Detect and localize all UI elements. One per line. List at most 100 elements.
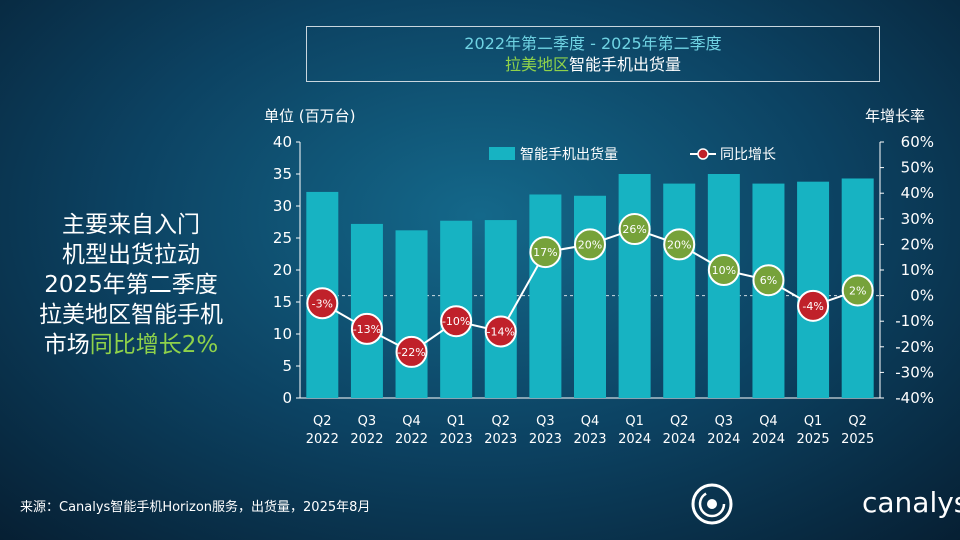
x-tick-label-year: 2022 <box>306 432 339 447</box>
legend-bar-swatch <box>489 147 515 160</box>
y-right-tick-label: -30% <box>895 363 934 381</box>
y-left-tick-label: 5 <box>282 357 292 375</box>
headline-text: 主要来自入门 机型出货拉动 2025年第二季度 拉美地区智能手机 市场同比增长2… <box>18 210 244 360</box>
yoy-data-label: 10% <box>712 264 736 277</box>
x-tick-label-year: 2024 <box>663 432 696 447</box>
y-left-tick-label: 15 <box>273 293 292 311</box>
yoy-data-label: 20% <box>578 238 602 251</box>
x-tick-label-quarter: Q1 <box>625 414 644 429</box>
canalys-logo-word: canalys <box>862 486 960 519</box>
y-left-tick-label: 20 <box>273 261 292 279</box>
canalys-logo: canalys <box>690 482 960 528</box>
headline-line1: 主要来自入门 <box>62 212 200 238</box>
yoy-point <box>350 312 383 345</box>
yoy-point <box>574 228 606 261</box>
yoy-point <box>618 213 651 246</box>
y-right-axis-title: 年增长率 <box>865 107 925 125</box>
canalys-logo-icon <box>691 483 733 525</box>
x-tick-label-quarter: Q4 <box>581 414 600 429</box>
yoy-point <box>529 236 562 269</box>
chart-title-line1: 2022年第二季度 - 2025年第二季度 <box>464 34 722 53</box>
yoy-data-label: 2% <box>849 284 866 297</box>
bar <box>350 223 383 398</box>
headline-line4: 拉美地区智能手机 <box>39 302 223 328</box>
yoy-point <box>440 305 473 338</box>
y-left-tick-label: 35 <box>273 165 292 183</box>
legend-line-label: 同比增长 <box>720 147 776 163</box>
y-right-tick-label: 50% <box>901 159 934 177</box>
x-tick-label-year: 2024 <box>707 432 740 447</box>
yoy-point <box>841 274 874 307</box>
yoy-point <box>797 289 830 322</box>
x-tick-label-quarter: Q1 <box>804 414 823 429</box>
yoy-point <box>484 315 517 348</box>
x-tick-label-year: 2025 <box>841 432 874 447</box>
y-left-tick-label: 40 <box>273 133 292 151</box>
x-tick-label-quarter: Q1 <box>447 414 466 429</box>
y-left-tick-label: 30 <box>273 197 292 215</box>
yoy-point <box>752 264 785 297</box>
yoy-data-label: -13% <box>353 323 381 336</box>
y-right-tick-label: 20% <box>901 235 934 253</box>
x-tick-label-year: 2023 <box>573 432 606 447</box>
yoy-data-label: -14% <box>487 325 515 338</box>
yoy-data-label: -4% <box>802 300 823 313</box>
yoy-point <box>663 228 696 261</box>
y-left-tick-label: 25 <box>273 229 292 247</box>
y-right-tick-label: 60% <box>901 133 934 151</box>
headline-line5-plain: 市场 <box>43 332 90 358</box>
yoy-point <box>707 254 740 286</box>
headline-line5: 市场同比增长2% <box>18 330 244 360</box>
x-tick-label-quarter: Q2 <box>492 414 511 429</box>
bar <box>574 195 606 398</box>
bar <box>663 183 696 398</box>
y-left-axis-title: 单位 (百万台) <box>264 107 355 125</box>
y-right-tick-label: -40% <box>895 389 934 407</box>
yoy-data-label: 6% <box>760 274 777 287</box>
x-tick-label-quarter: Q2 <box>670 414 689 429</box>
y-left-tick-label: 10 <box>273 325 292 343</box>
headline-line5-highlight: 同比增长2% <box>89 332 219 358</box>
chart-title-region: 拉美地区 <box>504 55 569 74</box>
x-tick-label-quarter: Q4 <box>759 414 778 429</box>
x-tick-label-quarter: Q3 <box>715 414 734 429</box>
y-right-tick-label: 40% <box>901 184 934 202</box>
y-right-tick-label: 10% <box>901 261 934 279</box>
x-tick-label-year: 2022 <box>350 432 383 447</box>
yoy-data-label: 26% <box>622 223 646 236</box>
x-tick-label-year: 2025 <box>797 432 830 447</box>
bar <box>484 220 517 398</box>
x-tick-label-quarter: Q2 <box>848 414 867 429</box>
x-tick-label-year: 2022 <box>395 432 428 447</box>
yoy-data-label: 17% <box>533 246 557 259</box>
chart-title-box: 2022年第二季度 - 2025年第二季度 拉美地区智能手机出货量 <box>306 26 880 82</box>
x-tick-label-year: 2023 <box>529 432 562 447</box>
headline-line2: 机型出货拉动 <box>62 242 200 268</box>
y-right-tick-label: -10% <box>895 312 934 330</box>
x-tick-label-quarter: Q4 <box>402 414 421 429</box>
y-left-tick-label: 0 <box>282 389 292 407</box>
yoy-data-label: -3% <box>312 297 333 310</box>
source-footer: 来源：Canalys智能手机Horizon服务，出货量，2025年8月 <box>20 500 371 515</box>
yoy-data-label: -10% <box>442 315 470 328</box>
x-tick-label-year: 2023 <box>484 432 517 447</box>
x-tick-label-year: 2024 <box>618 432 651 447</box>
bar <box>529 194 562 398</box>
yoy-data-label: 20% <box>667 238 691 251</box>
x-tick-label-year: 2024 <box>752 432 785 447</box>
x-tick-label-quarter: Q2 <box>313 414 332 429</box>
headline-line3: 2025年第二季度 <box>44 272 218 298</box>
y-right-tick-label: -20% <box>895 338 934 356</box>
yoy-point <box>395 335 428 368</box>
chart-title-subject: 智能手机出货量 <box>569 55 682 74</box>
y-right-tick-label: 0% <box>910 287 934 305</box>
bar <box>618 174 651 398</box>
yoy-data-label: -22% <box>397 346 425 359</box>
legend-bar-label: 智能手机出货量 <box>520 146 618 163</box>
x-tick-label-quarter: Q3 <box>536 414 555 429</box>
shipments-chart: 0510152025303540-40%-30%-20%-10%0%10%20%… <box>264 107 934 447</box>
y-right-tick-label: 30% <box>901 210 934 228</box>
bar <box>395 230 428 398</box>
legend-line-marker <box>697 148 709 160</box>
x-tick-label-year: 2023 <box>440 432 473 447</box>
